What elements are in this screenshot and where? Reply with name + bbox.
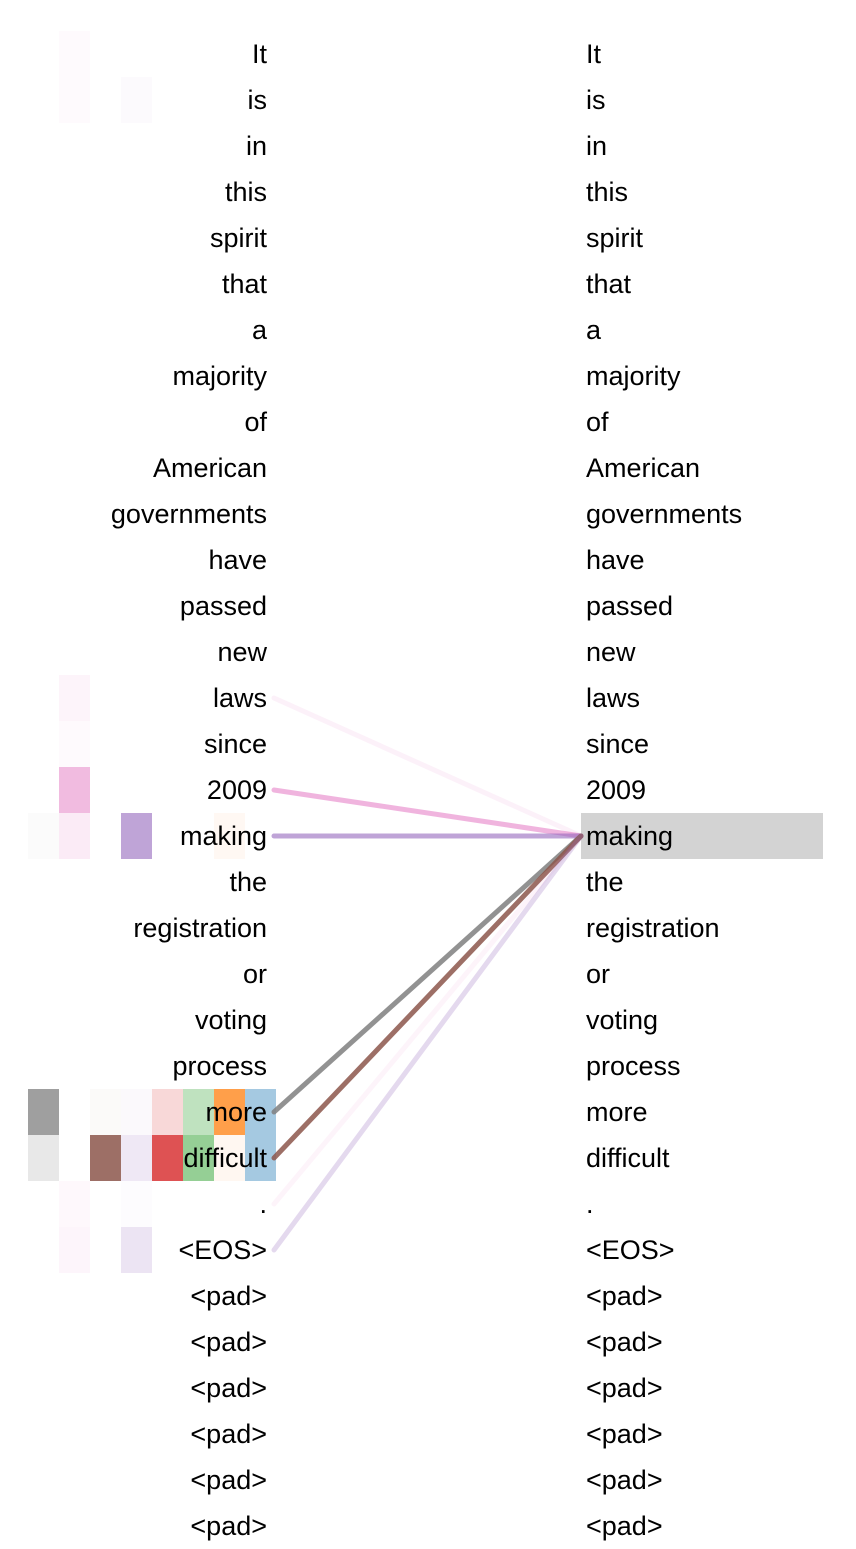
target-token[interactable]: since: [586, 729, 650, 759]
target-token[interactable]: <pad>: [586, 1373, 663, 1403]
source-token[interactable]: since: [203, 729, 267, 759]
source-token[interactable]: <pad>: [190, 1465, 267, 1495]
source-token[interactable]: <pad>: [190, 1327, 267, 1357]
source-token[interactable]: spirit: [209, 223, 267, 253]
source-token[interactable]: governments: [110, 499, 267, 529]
target-token[interactable]: registration: [586, 913, 720, 943]
target-token[interactable]: .: [586, 1189, 594, 1219]
attention-cell: [28, 813, 59, 859]
target-token[interactable]: difficult: [586, 1143, 670, 1173]
attention-cell: [121, 1135, 152, 1181]
target-token[interactable]: in: [586, 131, 608, 161]
source-token[interactable]: is: [247, 85, 268, 115]
target-token[interactable]: the: [586, 867, 624, 897]
attention-cell: [183, 1089, 214, 1135]
source-token[interactable]: difficult: [183, 1143, 267, 1173]
target-token[interactable]: <pad>: [586, 1511, 663, 1541]
attention-cell: [28, 1089, 59, 1135]
target-token[interactable]: is: [586, 85, 606, 115]
attention-cell: [121, 77, 152, 123]
source-token[interactable]: of: [244, 407, 267, 437]
target-token[interactable]: a: [586, 315, 602, 345]
attention-cell: [214, 1089, 245, 1135]
target-token[interactable]: or: [586, 959, 611, 989]
source-token[interactable]: laws: [212, 683, 267, 713]
target-token[interactable]: <pad>: [586, 1419, 663, 1449]
attention-cell: [121, 1181, 152, 1227]
source-token[interactable]: a: [251, 315, 267, 345]
attention-cell: [28, 1135, 59, 1181]
source-token[interactable]: the: [229, 867, 267, 897]
attention-cell: [59, 721, 90, 767]
source-token[interactable]: process: [172, 1051, 267, 1081]
target-token[interactable]: <pad>: [586, 1281, 663, 1311]
attention-cell: [59, 675, 90, 721]
target-token[interactable]: laws: [586, 683, 641, 713]
target-token[interactable]: It: [586, 39, 602, 69]
source-token[interactable]: this: [224, 177, 267, 207]
target-token[interactable]: voting: [586, 1005, 659, 1035]
attention-cell: [152, 1089, 183, 1135]
source-token[interactable]: <pad>: [190, 1373, 267, 1403]
source-token[interactable]: It: [251, 39, 267, 69]
target-token[interactable]: that: [586, 269, 632, 299]
target-token[interactable]: governments: [586, 499, 743, 529]
attention-cell: [121, 1089, 152, 1135]
target-token[interactable]: of: [586, 407, 609, 437]
source-token[interactable]: voting: [194, 1005, 267, 1035]
attention-cell: [152, 1135, 183, 1181]
target-token[interactable]: passed: [586, 591, 674, 621]
attention-cell: [90, 1135, 121, 1181]
target-token[interactable]: have: [586, 545, 645, 575]
attention-cell: [183, 1135, 214, 1181]
source-token[interactable]: that: [221, 269, 267, 299]
source-token[interactable]: new: [217, 637, 267, 667]
source-token[interactable]: .: [259, 1189, 267, 1219]
source-token[interactable]: making: [179, 821, 267, 851]
target-token[interactable]: <pad>: [586, 1465, 663, 1495]
target-token[interactable]: <EOS>: [586, 1235, 675, 1265]
target-token[interactable]: <pad>: [586, 1327, 663, 1357]
source-token[interactable]: in: [245, 131, 267, 161]
source-token[interactable]: or: [242, 959, 267, 989]
attention-cell: [59, 31, 90, 77]
source-token[interactable]: more: [205, 1097, 267, 1127]
attention-cell: [121, 1227, 152, 1273]
source-token[interactable]: majority: [172, 361, 267, 391]
attention-cell: [59, 813, 90, 859]
source-token[interactable]: <pad>: [190, 1281, 267, 1311]
target-token[interactable]: making: [586, 821, 674, 851]
attention-cell: [214, 1135, 245, 1181]
target-token[interactable]: American: [586, 453, 701, 483]
attention-cell: [121, 813, 152, 859]
target-token[interactable]: this: [586, 177, 629, 207]
target-token[interactable]: majority: [586, 361, 681, 391]
source-token[interactable]: <pad>: [190, 1511, 267, 1541]
attention-cell: [59, 1227, 90, 1273]
source-token[interactable]: <EOS>: [178, 1235, 267, 1265]
target-token[interactable]: new: [586, 637, 636, 667]
source-token[interactable]: <pad>: [190, 1419, 267, 1449]
attention-cell: [245, 1089, 276, 1135]
source-token[interactable]: 2009: [206, 775, 267, 805]
target-token[interactable]: spirit: [586, 223, 644, 253]
target-token[interactable]: process: [586, 1051, 681, 1081]
source-token[interactable]: passed: [179, 591, 267, 621]
source-token[interactable]: have: [208, 545, 267, 575]
selected-token-highlight: [581, 813, 823, 859]
target-token[interactable]: 2009: [586, 775, 647, 805]
source-token[interactable]: American: [152, 453, 267, 483]
attention-cell: [59, 1181, 90, 1227]
target-token[interactable]: more: [586, 1097, 648, 1127]
source-token[interactable]: registration: [133, 913, 267, 943]
attention-cell: [245, 1135, 276, 1181]
attention-cell: [59, 767, 90, 813]
attention-cell: [90, 1089, 121, 1135]
attention-cell: [214, 813, 245, 859]
attention-cell: [59, 77, 90, 123]
